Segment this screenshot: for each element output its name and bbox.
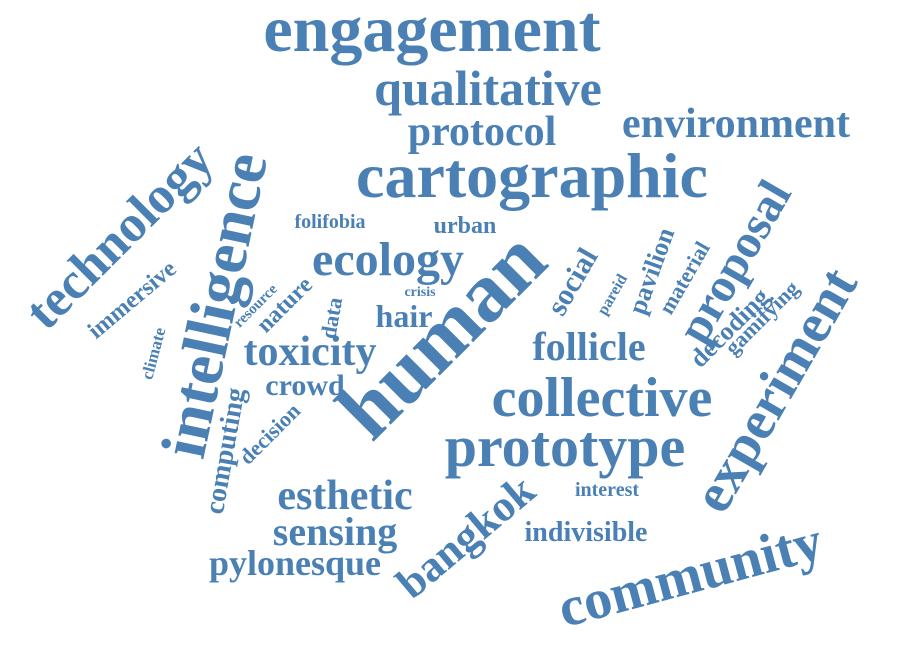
word-pareid: pareid [594,271,631,319]
word-cartographic: cartographic [356,140,708,211]
word-indivisible: indivisible [524,517,648,548]
word-hair: hair [375,298,433,334]
word-prototype: prototype [444,414,686,479]
word-environment: environment [622,101,850,147]
word-crowd: crowd [265,369,345,402]
word-sensing: sensing [272,509,398,554]
word-pylonesque: pylonesque [208,543,382,583]
word-ecology: ecology [312,233,464,286]
word-engagement: engagement [263,0,601,66]
word-collective: collective [491,367,713,429]
word-toxicity: toxicity [243,329,377,375]
word-crisis: crisis [404,285,436,300]
word-esthetic: esthetic [277,473,413,519]
word-folifobia: folifobia [294,211,366,233]
word-qualitative: qualitative [374,60,602,116]
word-follicle: follicle [532,324,646,369]
word-urban: urban [433,213,497,239]
word-interest: interest [574,479,640,501]
word-protocol: protocol [407,109,557,155]
